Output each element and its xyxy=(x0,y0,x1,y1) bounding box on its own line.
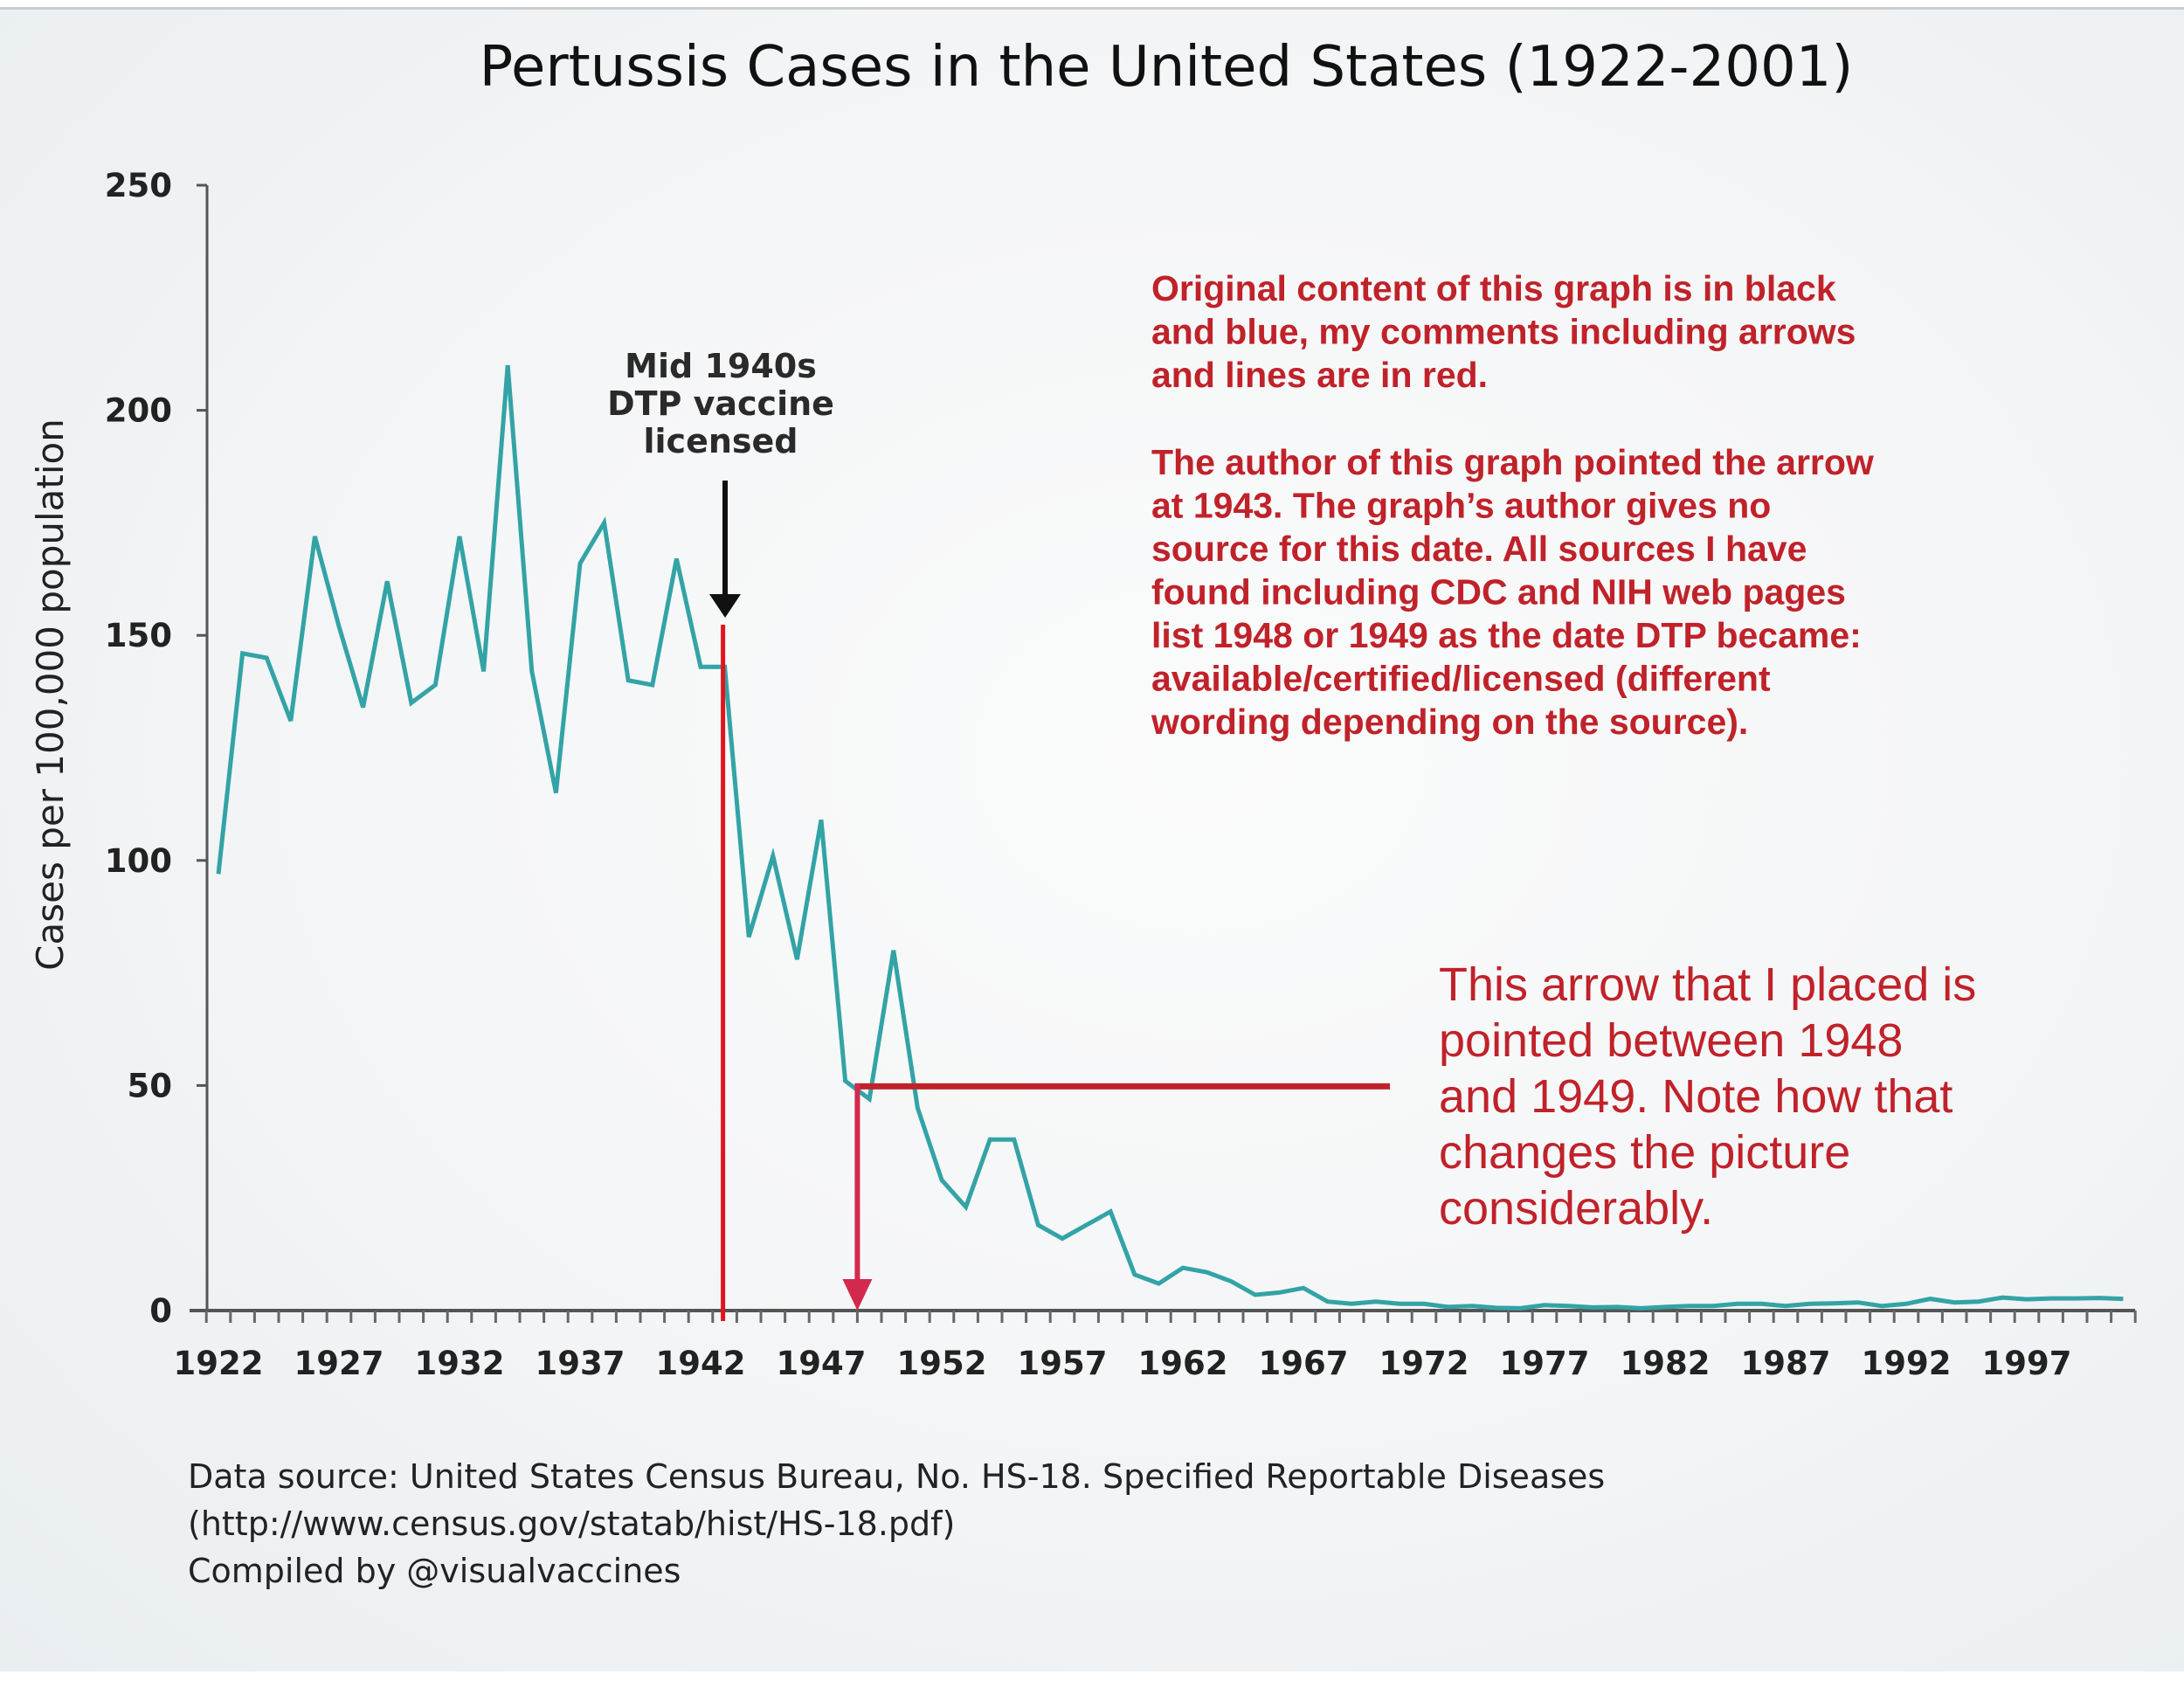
y-tick-label: 150 xyxy=(105,617,172,654)
note-author-line: found including CDC and NIH web pages xyxy=(1151,572,1846,612)
series-line-pertussis xyxy=(216,364,2124,1311)
note-original-line: Original content of this graph is in bla… xyxy=(1151,268,1836,308)
x-tick-label: 1977 xyxy=(1500,1345,1590,1382)
y-tick-label: 250 xyxy=(105,167,172,204)
note-author-line: list 1948 or 1949 as the date DTP became… xyxy=(1151,615,1862,655)
note-author-line: at 1943. The graph’s author gives no xyxy=(1151,486,1771,526)
vaccine-annotation-line-1: Mid 1940s xyxy=(625,347,817,385)
series-points xyxy=(218,364,2124,1309)
red-arrow-icon xyxy=(842,1083,873,1311)
data-source: Data source: United States Census Bureau… xyxy=(188,1457,1605,1590)
x-tick-label: 1962 xyxy=(1138,1345,1228,1382)
x-axis: 1922 1927 1932 1937 1942 1947 1952 1957 1962 1967… xyxy=(174,1309,2137,1382)
note-original-line: and lines are in red. xyxy=(1151,355,1488,395)
chart-title: Pertussis Cases in the United States (19… xyxy=(480,35,1854,100)
source-line: (http://www.census.gov/statab/hist/HS-18… xyxy=(188,1505,955,1543)
y-axis-label: Cases per 100,000 population xyxy=(29,419,72,971)
x-tick-label: 1982 xyxy=(1621,1345,1711,1382)
x-tick-label: 1957 xyxy=(1018,1345,1108,1382)
x-tick-label: 1942 xyxy=(656,1345,746,1382)
vaccine-annotation: Mid 1940s DTP vaccine licensed xyxy=(607,347,834,460)
slide-background xyxy=(0,7,2184,1671)
black-arrow-icon xyxy=(709,481,741,618)
note-arrow-line: pointed between 1948 xyxy=(1439,1014,1903,1067)
x-tick-label: 1947 xyxy=(777,1345,867,1382)
x-tick-label: 1937 xyxy=(536,1345,625,1382)
note-arrow-line: and 1949. Note how that xyxy=(1439,1070,1952,1123)
y-tick-label: 200 xyxy=(105,392,172,430)
note-arrow-line: considerably. xyxy=(1439,1182,1713,1235)
x-tick-label: 1967 xyxy=(1259,1345,1349,1382)
x-tick-label: 1992 xyxy=(1862,1345,1952,1382)
y-tick-label: 100 xyxy=(105,842,172,880)
note-author-line: The author of this graph pointed the arr… xyxy=(1151,442,1874,482)
note-author-line: source for this date. All sources I have xyxy=(1151,529,1807,569)
vaccine-annotation-line-2: DTP vaccine xyxy=(607,384,834,423)
x-tick-label: 1927 xyxy=(294,1345,384,1382)
note-author-date: The author of this graph pointed the arr… xyxy=(1151,442,1874,742)
vaccine-annotation-line-3: licensed xyxy=(644,422,798,460)
x-tick-label: 1997 xyxy=(1982,1345,2072,1382)
x-tick-label: 1922 xyxy=(174,1345,264,1382)
note-arrow-line: This arrow that I placed is xyxy=(1439,958,1976,1011)
y-axis: 0 50 100 150 200 250 xyxy=(105,167,209,1330)
source-line: Compiled by @visualvaccines xyxy=(188,1552,681,1590)
note-original-content: Original content of this graph is in bla… xyxy=(1151,268,1856,395)
note-arrow-line: changes the picture xyxy=(1439,1126,1850,1179)
note-original-line: and blue, my comments including arrows xyxy=(1151,312,1856,352)
source-line: Data source: United States Census Bureau… xyxy=(188,1457,1605,1496)
y-tick-label: 0 xyxy=(149,1292,172,1330)
note-author-line: available/certified/licensed (different xyxy=(1151,659,1771,699)
y-tick-label: 50 xyxy=(128,1067,173,1104)
x-tick-label: 1987 xyxy=(1741,1345,1831,1382)
note-author-line: wording depending on the source). xyxy=(1151,702,1748,742)
x-tick-label: 1952 xyxy=(897,1345,987,1382)
x-tick-label: 1932 xyxy=(415,1345,505,1382)
x-tick-label: 1972 xyxy=(1379,1345,1469,1382)
